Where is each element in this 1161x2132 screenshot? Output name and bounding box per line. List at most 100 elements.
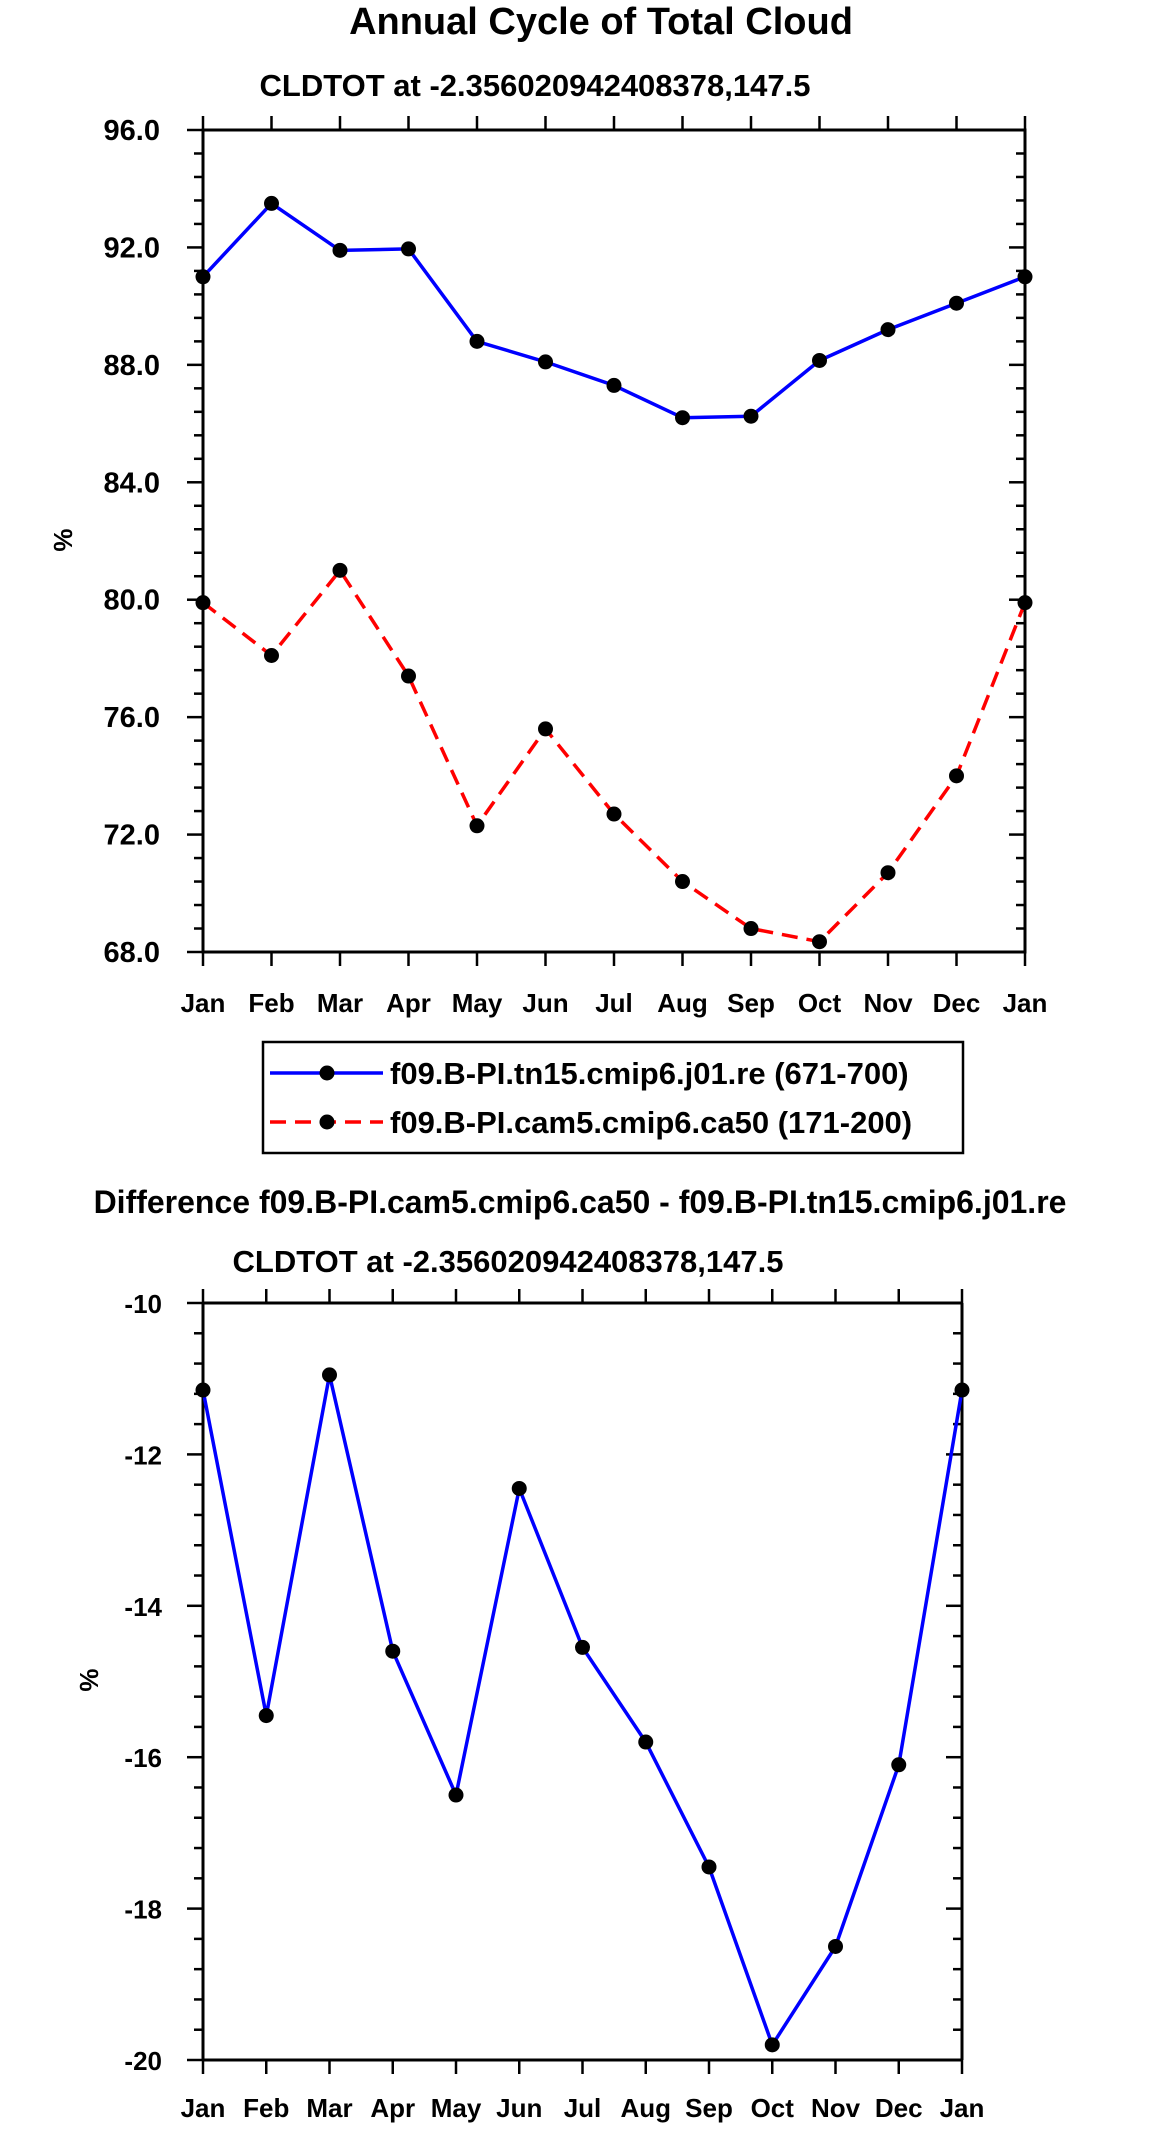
chart-2-series-1-point [701, 1859, 717, 1875]
chart-1-series-1-point [1017, 269, 1033, 285]
chart-1-x-tick-label: Sep [727, 988, 775, 1018]
chart-1-subtitle: CLDTOT at -2.356020942408378,147.5 [260, 68, 811, 103]
chart-2-x-tick-label: Nov [811, 2093, 861, 2123]
chart-1-x-tick-label: Nov [863, 988, 913, 1018]
chart-1-x-tick-label: May [452, 988, 503, 1018]
chart-1-series-2-point [1017, 595, 1033, 611]
chart-1-title: Annual Cycle of Total Cloud [349, 1, 853, 43]
chart-2: Difference f09.B-PI.cam5.cmip6.ca50 - f0… [74, 1184, 1066, 2123]
chart-1-series-1-point [949, 295, 964, 311]
chart-2-x-tick-label: May [431, 2093, 482, 2123]
chart-1-series-1-point [401, 241, 416, 257]
chart-1-series-2-point [538, 721, 553, 737]
chart-2-y-axis-label: % [74, 1668, 104, 1691]
chart-2-x-tick-label: Aug [620, 2093, 671, 2123]
chart-1-series-1-point [606, 377, 622, 393]
chart-2-ticks [187, 1289, 964, 2074]
chart-2-series-1-point [638, 1734, 654, 1750]
chart-1-series-1-point [195, 269, 211, 285]
chart-2-y-tick-label: -12 [124, 1440, 162, 1470]
chart-1-series-2-point [332, 562, 348, 578]
chart-2-series-1-point [385, 1643, 401, 1659]
chart-2-title: Difference f09.B-PI.cam5.cmip6.ca50 - f0… [94, 1184, 1067, 1220]
chart-1-x-tick-label: Jan [181, 988, 226, 1018]
chart-1-series-2-point [401, 668, 416, 684]
chart-1-series-2-line [201, 568, 1027, 944]
chart-2-x-tick-label: Jan [181, 2093, 226, 2123]
chart-2-x-tick-labels: Jan Feb Mar Apr May Jun Jul Aug Sep Oct Nov Dec Jan [181, 2093, 985, 2123]
chart-2-y-tick-label: -10 [124, 1289, 162, 1319]
chart-1-x-tick-label: Mar [317, 988, 363, 1018]
chart-2-x-tick-label: Jun [496, 2093, 542, 2123]
chart-2-x-tick-label: Sep [685, 2093, 733, 2123]
chart-1-series-1-point [812, 352, 827, 368]
chart-1-ticks [187, 116, 1027, 966]
chart-1-x-tick-labels: Jan Feb Mar Apr May Jun Jul Aug Sep Oct Nov Dec Jan [181, 988, 1048, 1018]
chart-1-series-2-point [264, 647, 279, 663]
chart-2-subtitle: CLDTOT at -2.356020942408378,147.5 [233, 1244, 784, 1279]
chart-1-series-1-point [743, 408, 759, 424]
legend-swatch-1-marker [319, 1065, 335, 1081]
chart-1-series-1-point [880, 322, 896, 338]
chart-2-x-tick-label: Feb [243, 2093, 289, 2123]
chart-1-y-tick-label: 80.0 [104, 585, 160, 617]
chart-2-x-tick-label: Dec [875, 2093, 923, 2123]
legend: f09.B-PI.tn15.cmip6.j01.re (671-700) f09… [261, 1040, 965, 1155]
chart-2-x-tick-label: Mar [306, 2093, 352, 2123]
chart-1-x-tick-label: Feb [248, 988, 294, 1018]
chart-1-series-1-point [538, 354, 553, 370]
chart-1-series-2-point [949, 768, 964, 784]
legend-entry-2: f09.B-PI.cam5.cmip6.ca50 (171-200) [270, 1105, 912, 1140]
chart-2-y-tick-label: -14 [124, 1592, 162, 1622]
chart-2-y-tick-labels: -20 -18 -16 -14 -12 -10 [124, 1289, 162, 2076]
chart-1-x-tick-label: Apr [386, 988, 431, 1018]
chart-2-y-tick-label: -18 [124, 1895, 162, 1925]
chart-1-series-1-point [332, 242, 348, 258]
chart-2-series-1-line [201, 1373, 964, 2047]
legend-swatch-2-marker [319, 1114, 335, 1130]
chart-2-x-tick-label: Apr [370, 2093, 415, 2123]
chart-2-series-1-point [891, 1757, 907, 1773]
chart-1-series-1-point [469, 333, 485, 349]
chart-2-series-1-point [511, 1480, 527, 1496]
chart-1-x-tick-label: Aug [657, 988, 708, 1018]
chart-2-series-1-point [954, 1382, 970, 1398]
chart-1: Annual Cycle of Total Cloud CLDTOT at -2… [48, 1, 1047, 1018]
chart-1-y-axis-label: % [48, 528, 78, 551]
chart-1-y-tick-label: 88.0 [104, 350, 160, 382]
chart-1-series-1-point [264, 195, 279, 211]
chart-2-series-1-point [764, 2037, 780, 2053]
chart-2-series-1-point [575, 1639, 590, 1655]
chart-1-x-tick-label: Jun [522, 988, 568, 1018]
chart-2-x-tick-label: Jan [940, 2093, 985, 2123]
chart-1-series-2-point [469, 818, 485, 834]
chart-1-y-tick-label: 76.0 [104, 702, 160, 734]
chart-1-x-tick-label: Jan [1003, 988, 1048, 1018]
chart-1-series-2-point [880, 865, 896, 881]
chart-1-x-tick-label: Jul [595, 988, 633, 1018]
chart-1-series-2-point [743, 921, 759, 937]
chart-1-series-2-point [606, 806, 622, 822]
chart-1-y-tick-label: 68.0 [104, 937, 160, 969]
legend-label-2: f09.B-PI.cam5.cmip6.ca50 (171-200) [390, 1105, 912, 1140]
chart-1-series-1-point [675, 410, 690, 426]
chart-2-x-tick-label: Jul [564, 2093, 602, 2123]
chart-1-x-tick-label: Dec [933, 988, 981, 1018]
chart-1-y-tick-label: 96.0 [104, 115, 160, 147]
chart-2-series-1-point [258, 1708, 274, 1724]
chart-1-y-tick-label: 84.0 [104, 467, 160, 499]
chart-1-x-tick-label: Oct [798, 988, 842, 1018]
chart-1-series [195, 195, 1033, 950]
chart-1-series-2-point [195, 595, 211, 611]
chart-2-series-1-point [195, 1382, 211, 1398]
chart-1-series-2-point [675, 874, 690, 890]
chart-2-series-1-point [448, 1787, 464, 1803]
chart-1-y-tick-label: 72.0 [104, 820, 160, 852]
chart-1-y-tick-label: 92.0 [104, 232, 160, 264]
legend-entry-1: f09.B-PI.tn15.cmip6.j01.re (671-700) [270, 1056, 909, 1091]
chart-1-plot-frame [201, 128, 1027, 954]
chart-1-series-2-point [812, 934, 827, 950]
legend-label-1: f09.B-PI.tn15.cmip6.j01.re (671-700) [390, 1056, 909, 1091]
